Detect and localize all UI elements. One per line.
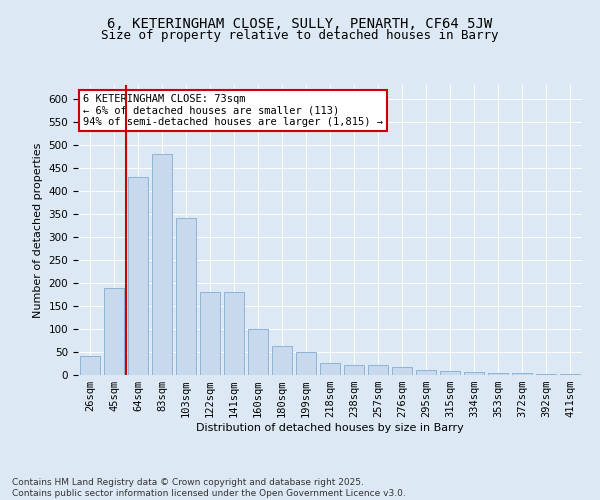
Bar xyxy=(512,373,532,375)
Bar xyxy=(152,154,172,375)
Text: 6, KETERINGHAM CLOSE, SULLY, PENARTH, CF64 5JW: 6, KETERINGHAM CLOSE, SULLY, PENARTH, CF… xyxy=(107,18,493,32)
Bar xyxy=(320,362,340,375)
Text: 6 KETERINGHAM CLOSE: 73sqm
← 6% of detached houses are smaller (113)
94% of semi: 6 KETERINGHAM CLOSE: 73sqm ← 6% of detac… xyxy=(83,94,383,127)
Bar xyxy=(464,372,484,375)
Bar xyxy=(272,346,292,375)
Bar xyxy=(488,373,508,375)
Y-axis label: Number of detached properties: Number of detached properties xyxy=(33,142,43,318)
Text: Contains HM Land Registry data © Crown copyright and database right 2025.
Contai: Contains HM Land Registry data © Crown c… xyxy=(12,478,406,498)
Bar xyxy=(224,292,244,375)
Bar xyxy=(536,374,556,375)
Bar xyxy=(80,356,100,375)
X-axis label: Distribution of detached houses by size in Barry: Distribution of detached houses by size … xyxy=(196,423,464,433)
Bar xyxy=(560,374,580,375)
Bar xyxy=(128,177,148,375)
Bar xyxy=(296,352,316,375)
Bar xyxy=(440,372,460,375)
Bar xyxy=(368,365,388,375)
Bar xyxy=(248,329,268,375)
Bar xyxy=(416,370,436,375)
Bar xyxy=(176,218,196,375)
Bar xyxy=(344,365,364,375)
Bar xyxy=(392,367,412,375)
Bar xyxy=(200,292,220,375)
Text: Size of property relative to detached houses in Barry: Size of property relative to detached ho… xyxy=(101,28,499,42)
Bar xyxy=(104,288,124,375)
